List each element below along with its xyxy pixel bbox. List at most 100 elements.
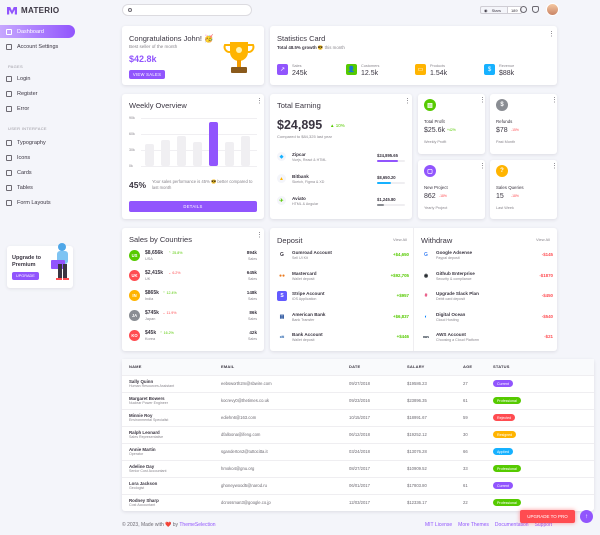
mini-card-value: 862 [424, 193, 436, 200]
user-designation: Nuclear Power Engineer [129, 401, 168, 405]
app-logo[interactable]: MATERIO [7, 6, 59, 15]
column-header-salary[interactable]: SALARY [400, 359, 456, 375]
gridline [141, 118, 257, 119]
table-row[interactable]: Annie Martin Operator sganderton2@tuttocit… [122, 442, 594, 460]
sidebar-item-dashboard[interactable]: Dashboard [0, 25, 75, 38]
table-row[interactable]: Ralph Leonard Sales Representative dfalloo… [122, 425, 594, 443]
search-input[interactable] [122, 4, 252, 16]
user-avatar[interactable] [546, 3, 559, 16]
sidebar-item-error[interactable]: Error [0, 102, 104, 115]
sidebar-item-tables[interactable]: Tables [0, 181, 104, 194]
scroll-top-icon[interactable]: ↑ [580, 510, 593, 523]
cell-name: Sally Quinn Human Resources Assistant [122, 374, 214, 392]
stat-label: Products [430, 64, 445, 68]
table-row[interactable]: Adeline Day Senior Cost Accountant hmoko4@… [122, 459, 594, 477]
deposit-view-all[interactable]: View All [393, 237, 407, 242]
cards-icon [6, 169, 12, 176]
country-amount: $2,415k [145, 270, 164, 276]
country-change-value: 6.2% [172, 270, 181, 275]
column-header-email[interactable]: EMAIL [214, 359, 342, 375]
mini-card-value: $78 [496, 127, 508, 134]
sidebar-item-form-layouts[interactable]: Form Layouts [0, 196, 104, 209]
stat-label: Revenue [499, 64, 515, 68]
country-avatar: UK [129, 270, 140, 281]
transaction-desc: Paypal deposit [436, 256, 460, 260]
column-header-status[interactable]: STATUS [486, 359, 594, 375]
more-vertical-icon[interactable]: ⋮ [404, 98, 411, 105]
mastercard-logo-icon: ●● [277, 270, 287, 281]
earning-progress-fill [377, 160, 398, 162]
mini-card-change: -18% [439, 194, 447, 198]
sidebar-item-cards[interactable]: Cards [0, 166, 104, 179]
country-change: ⌄ 11.9% [163, 311, 177, 315]
table-row[interactable]: Rodney Sharp Cost Accountant dcrossman3@go… [122, 493, 594, 511]
sidebar-item-register[interactable]: Register [0, 87, 104, 100]
earning-progress [377, 182, 405, 184]
more-vertical-icon[interactable]: ⋮ [479, 97, 486, 104]
upgrade-to-pro-button[interactable]: UPGRADE TO PRO [520, 510, 575, 523]
table-row[interactable]: Sally Quinn Human Resources Assistant eebs… [122, 374, 594, 392]
customers-icon: 👤 [346, 64, 357, 75]
table-row[interactable]: Margaret Bowers Nuclear Power Engineer koc… [122, 391, 594, 409]
table-row[interactable]: Lora Jackson Geologist ghoneywood5@narod.r… [122, 476, 594, 494]
more-vertical-icon[interactable]: ⋮ [548, 31, 555, 38]
column-header-date[interactable]: DATE [342, 359, 400, 375]
footer-brand-link[interactable]: ThemeSelection [179, 522, 216, 528]
more-vertical-icon[interactable]: ⋮ [551, 97, 558, 104]
stat-value: 245k [292, 70, 308, 77]
more-vertical-icon[interactable]: ⋮ [479, 163, 486, 170]
more-vertical-icon[interactable]: ⋮ [256, 98, 263, 105]
cell-date: 03/24/2018 [342, 442, 400, 460]
earning-item-name: Zipcar [292, 152, 306, 157]
withdraw-view-all[interactable]: View All [536, 237, 550, 242]
sidebar-item-label: Login [17, 75, 31, 82]
sidebar-item-login[interactable]: Login [0, 72, 104, 85]
column-header-age[interactable]: AGE [456, 359, 486, 375]
register-icon [6, 90, 12, 97]
footer-link-support[interactable]: Support [534, 522, 553, 528]
dark-mode-icon[interactable] [520, 6, 527, 13]
mini-card-sub: Yearly Project [424, 206, 448, 210]
error-icon [6, 105, 12, 112]
account-icon [6, 43, 12, 50]
mini-card-change: -18% [511, 194, 519, 198]
footer-link-more-themes[interactable]: More Themes [458, 522, 489, 528]
countries-title: Sales by Countries [129, 235, 192, 244]
earning-item-desc: Vuejs, React & HTML [292, 158, 327, 162]
y-tick-label: 60k [129, 132, 135, 136]
github-stars-button[interactable]: ◉ Stars 189 [480, 6, 522, 14]
mini-card-total-profit: ▥ ⋮ Total Profit $25.6k +42% Weekly Profit [418, 94, 486, 154]
view-sales-button[interactable]: VIEW SALES [129, 70, 165, 79]
sidebar-item-icons[interactable]: Icons [0, 151, 104, 164]
chevron-up-icon: ⌃ [159, 330, 164, 335]
country-sales-label: Sales [248, 317, 257, 321]
statistics-growth: Total 48.5% growth 😎 this month [277, 45, 345, 50]
status-badge: Rejected [493, 414, 516, 421]
upgrade-button[interactable]: UPGRADE [12, 272, 39, 280]
table-row[interactable]: Minnie Roy Environmental Specialist ediehn… [122, 408, 594, 426]
sidebar-item-account-settings[interactable]: Account Settings [0, 40, 104, 53]
more-vertical-icon[interactable]: ⋮ [551, 163, 558, 170]
mini-card-sub: Last Week [496, 206, 514, 210]
bell-icon[interactable] [532, 6, 539, 13]
cell-name: Ralph Leonard Sales Representative [122, 425, 214, 443]
cell-status: Applied [486, 442, 594, 460]
y-tick-label: 0k [129, 164, 133, 168]
transaction-amount: +$6,837 [393, 313, 409, 319]
footer-link-documentation[interactable]: Documentation [494, 522, 529, 528]
app-name: MATERIO [21, 6, 60, 15]
zipcar-logo-icon: ◆ [277, 152, 286, 161]
details-button[interactable]: DETAILS [129, 201, 257, 212]
more-vertical-icon[interactable]: ⋮ [256, 232, 263, 239]
transaction-amount: -$540 [541, 313, 553, 319]
upgrade-title: Upgrade to Premium [12, 255, 42, 268]
sidebar-item-typography[interactable]: Typography [0, 136, 104, 149]
cell-date: 08/27/2017 [342, 459, 400, 477]
weekly-bar [209, 122, 218, 166]
column-header-name[interactable]: NAME [122, 359, 214, 375]
transaction-name: American Bank [292, 311, 326, 317]
weekly-title: Weekly Overview [129, 101, 187, 110]
footer-link-mit-license[interactable]: MIT License [425, 522, 453, 528]
mini-card-icon: $ [496, 99, 508, 111]
transaction-name: Google Adsense [436, 250, 473, 255]
